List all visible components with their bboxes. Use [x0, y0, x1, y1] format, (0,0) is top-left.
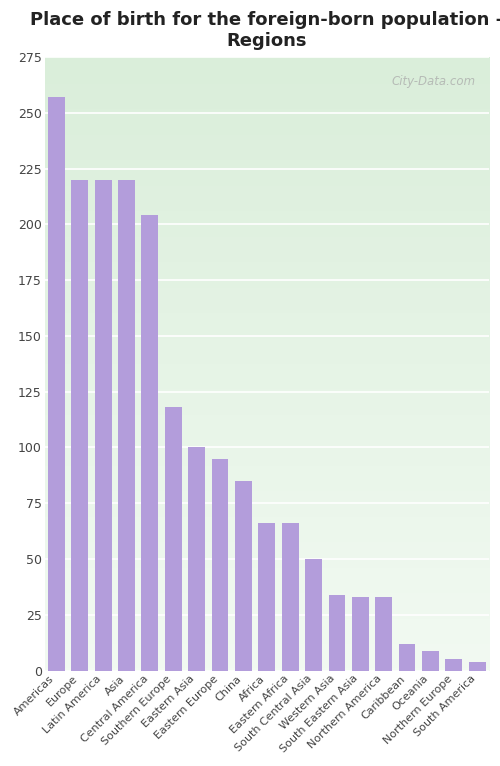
Text: City-Data.com: City-Data.com: [392, 75, 475, 88]
Bar: [212, 459, 228, 670]
Bar: [305, 559, 322, 670]
Bar: [118, 180, 135, 670]
Bar: [72, 180, 88, 670]
Bar: [352, 597, 368, 670]
Bar: [235, 481, 252, 670]
Bar: [469, 662, 486, 670]
Bar: [188, 447, 205, 670]
Bar: [94, 180, 112, 670]
Bar: [142, 215, 158, 670]
Bar: [282, 523, 298, 670]
Bar: [446, 660, 462, 670]
Bar: [398, 644, 415, 670]
Bar: [258, 523, 275, 670]
Title: Place of birth for the foreign-born population -
Regions: Place of birth for the foreign-born popu…: [30, 11, 500, 50]
Bar: [328, 594, 345, 670]
Bar: [48, 97, 65, 670]
Bar: [376, 597, 392, 670]
Bar: [422, 650, 439, 670]
Bar: [165, 408, 182, 670]
